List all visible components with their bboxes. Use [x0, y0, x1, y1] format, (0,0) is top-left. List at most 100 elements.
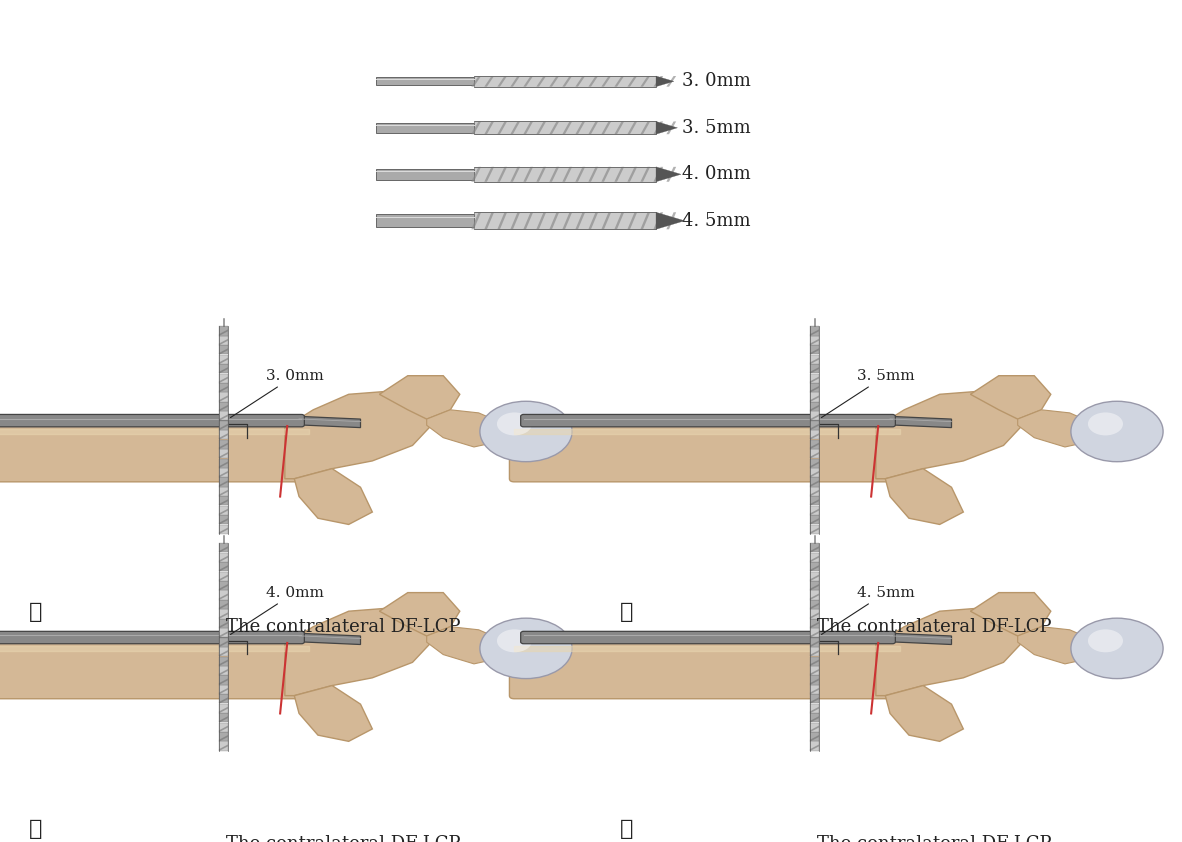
Bar	[219, 637, 228, 647]
Polygon shape	[219, 443, 228, 450]
Polygon shape	[602, 76, 611, 87]
Polygon shape	[654, 76, 663, 87]
Polygon shape	[810, 528, 819, 534]
Polygon shape	[810, 669, 819, 675]
Bar	[219, 657, 228, 666]
Bar	[810, 402, 819, 411]
Bar	[219, 619, 228, 628]
Polygon shape	[511, 121, 520, 134]
Bar	[810, 364, 819, 373]
Polygon shape	[970, 593, 1051, 636]
Bar	[219, 354, 228, 364]
Bar	[810, 468, 819, 477]
Polygon shape	[576, 167, 585, 182]
Polygon shape	[876, 608, 1022, 695]
Bar	[810, 552, 819, 562]
Text: 3. 5mm: 3. 5mm	[682, 119, 751, 136]
Bar	[810, 487, 819, 496]
Text: The contralateral DF-LCP: The contralateral DF-LCP	[817, 619, 1051, 637]
Polygon shape	[219, 396, 228, 402]
Bar	[810, 572, 819, 581]
Polygon shape	[667, 121, 676, 134]
Text: 3. 0mm: 3. 0mm	[230, 369, 324, 418]
Polygon shape	[219, 481, 228, 487]
Polygon shape	[472, 121, 481, 134]
Bar	[810, 392, 819, 402]
Text: Ⓐ: Ⓐ	[28, 602, 43, 622]
Polygon shape	[219, 490, 228, 497]
Polygon shape	[524, 76, 533, 87]
FancyBboxPatch shape	[520, 414, 896, 427]
Polygon shape	[219, 434, 228, 440]
Polygon shape	[219, 424, 228, 430]
Polygon shape	[576, 212, 585, 229]
Bar	[219, 666, 228, 675]
Polygon shape	[589, 167, 598, 182]
Bar	[810, 477, 819, 487]
Bar	[810, 713, 819, 722]
Bar	[810, 657, 819, 666]
Bar	[810, 695, 819, 703]
Polygon shape	[810, 471, 819, 477]
Polygon shape	[285, 608, 431, 695]
Polygon shape	[219, 669, 228, 675]
Polygon shape	[589, 121, 598, 134]
Polygon shape	[550, 212, 559, 229]
Bar	[810, 506, 819, 514]
Polygon shape	[656, 76, 674, 87]
Polygon shape	[810, 405, 819, 412]
Text: 4. 5mm: 4. 5mm	[821, 585, 915, 635]
Text: The contralateral DF-LCP: The contralateral DF-LCP	[817, 835, 1051, 842]
Polygon shape	[524, 167, 533, 182]
Polygon shape	[667, 212, 676, 229]
Polygon shape	[550, 167, 559, 182]
Polygon shape	[890, 417, 952, 428]
Text: 3. 5mm: 3. 5mm	[821, 369, 915, 418]
Polygon shape	[641, 121, 650, 134]
Bar	[219, 742, 228, 750]
Polygon shape	[219, 565, 228, 572]
Polygon shape	[810, 349, 819, 355]
Polygon shape	[810, 744, 819, 751]
Polygon shape	[810, 622, 819, 628]
Circle shape	[1071, 618, 1163, 679]
Polygon shape	[810, 461, 819, 468]
Polygon shape	[810, 518, 819, 525]
Bar	[810, 619, 819, 628]
Polygon shape	[472, 167, 481, 182]
Polygon shape	[379, 376, 460, 419]
Polygon shape	[641, 212, 650, 229]
Polygon shape	[537, 76, 546, 87]
Polygon shape	[219, 376, 228, 383]
Polygon shape	[885, 685, 963, 741]
Bar	[810, 666, 819, 675]
Bar	[219, 572, 228, 581]
Bar	[219, 515, 228, 525]
Bar	[810, 354, 819, 364]
Polygon shape	[810, 376, 819, 383]
Bar	[219, 477, 228, 487]
Polygon shape	[427, 626, 507, 663]
Polygon shape	[810, 358, 819, 365]
Bar	[810, 732, 819, 741]
Polygon shape	[656, 212, 684, 229]
Polygon shape	[810, 641, 819, 647]
Polygon shape	[667, 167, 676, 182]
Polygon shape	[810, 574, 819, 581]
Polygon shape	[602, 212, 611, 229]
Polygon shape	[563, 76, 572, 87]
Bar	[219, 440, 228, 449]
Polygon shape	[219, 584, 228, 591]
Bar	[376, 123, 474, 133]
Text: The contralateral DF-LCP: The contralateral DF-LCP	[226, 835, 460, 842]
Polygon shape	[810, 386, 819, 392]
Bar	[376, 168, 474, 180]
Polygon shape	[511, 212, 520, 229]
Bar	[219, 732, 228, 741]
Polygon shape	[219, 735, 228, 742]
Bar	[810, 412, 819, 420]
Polygon shape	[485, 121, 494, 134]
Text: The contralateral DF-LCP: The contralateral DF-LCP	[226, 619, 460, 637]
Polygon shape	[219, 641, 228, 647]
Circle shape	[496, 629, 532, 653]
